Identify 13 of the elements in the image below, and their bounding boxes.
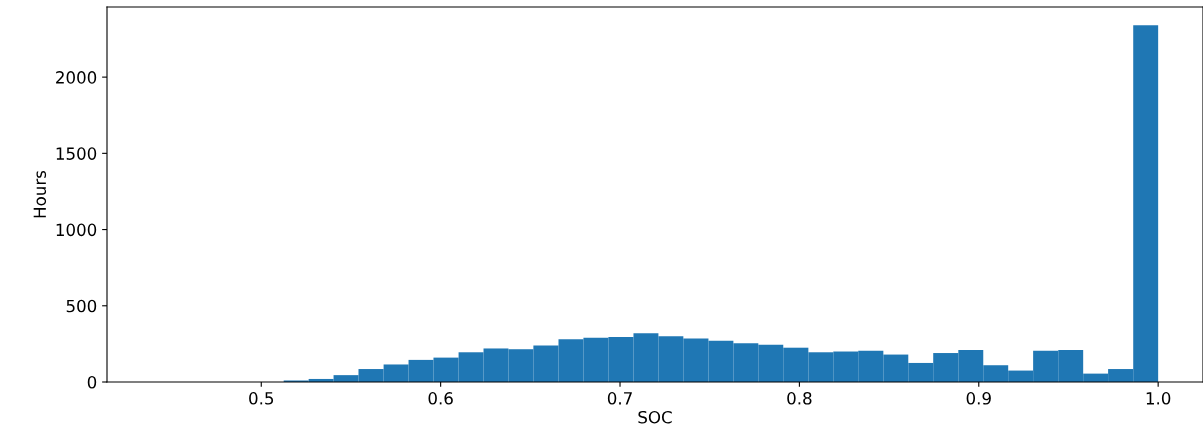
x-tick-label: 0.7 <box>607 392 632 405</box>
x-tick-label: 0.5 <box>249 392 274 405</box>
y-tick-label: 2000 <box>56 71 97 84</box>
y-tick-label: 1500 <box>56 147 97 160</box>
x-tick-label: 1.0 <box>1146 392 1171 405</box>
x-tick-label: 0.8 <box>787 392 812 405</box>
x-axis-title: SOC <box>638 410 672 424</box>
y-tick-label: 1000 <box>56 223 97 237</box>
y-tick-label: 500 <box>66 299 97 313</box>
y-axis-title: Hours <box>33 170 47 218</box>
x-tick-label: 0.9 <box>966 392 991 405</box>
y-tick-label: 0 <box>87 375 97 389</box>
x-tick-label: 0.6 <box>428 392 453 405</box>
